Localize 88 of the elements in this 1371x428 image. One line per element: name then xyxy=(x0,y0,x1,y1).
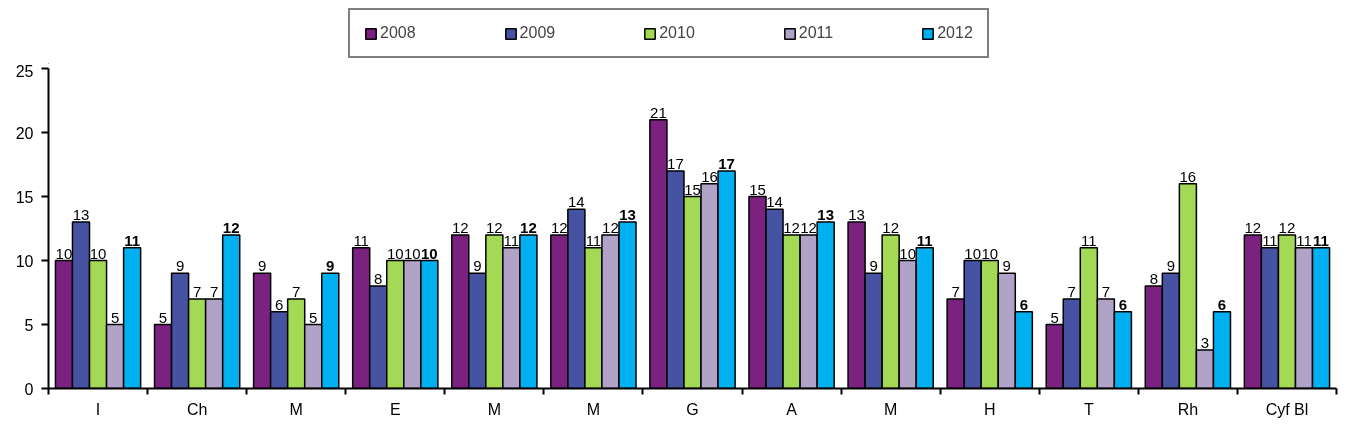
x-tick-label: M xyxy=(487,400,502,418)
data-label: 7 xyxy=(192,282,202,300)
data-label: 9 xyxy=(869,257,878,275)
data-label: 7 xyxy=(1101,282,1111,300)
data-label: 9 xyxy=(473,257,482,275)
data-label: 16 xyxy=(701,167,718,185)
data-label: 12 xyxy=(222,218,240,236)
data-label: 9 xyxy=(326,257,335,275)
y-tick-label: 0 xyxy=(24,380,34,398)
x-tick-label: Rh xyxy=(1177,400,1199,418)
data-label: 12 xyxy=(783,218,800,236)
x-tick-label: M xyxy=(883,400,898,418)
data-label: 11 xyxy=(503,231,520,249)
data-label: 3 xyxy=(1200,334,1210,352)
x-tick-label: I xyxy=(95,400,101,418)
data-label: 11 xyxy=(353,231,369,249)
legend-label: 2009 xyxy=(519,24,556,42)
data-label: 15 xyxy=(749,180,766,198)
y-tick-label: 15 xyxy=(15,188,34,206)
data-label: 11 xyxy=(1081,231,1097,249)
data-label: 10 xyxy=(899,244,917,262)
data-label: 6 xyxy=(1118,295,1128,313)
data-label: 5 xyxy=(110,308,120,326)
x-tick-label: T xyxy=(1083,400,1094,418)
data-label: 11 xyxy=(124,231,141,249)
data-label: 9 xyxy=(1166,257,1176,275)
data-label: 6 xyxy=(1019,295,1028,313)
data-label: 13 xyxy=(72,206,90,224)
data-label: 5 xyxy=(309,308,318,326)
data-label: 11 xyxy=(1296,231,1312,249)
x-tick-label: G xyxy=(686,400,699,418)
data-label: 16 xyxy=(1179,167,1197,185)
data-label: 7 xyxy=(1067,282,1076,300)
data-label: 14 xyxy=(568,193,585,211)
data-label: 10 xyxy=(403,244,421,262)
legend-label: 2008 xyxy=(380,24,416,42)
legend-label: 2011 xyxy=(798,24,834,42)
data-label: 17 xyxy=(718,154,735,172)
data-label: 13 xyxy=(848,206,865,224)
y-tick-label: 25 xyxy=(15,62,34,80)
y-tick-label: 20 xyxy=(15,124,34,142)
legend-label: 2010 xyxy=(659,24,695,42)
data-label: 10 xyxy=(981,244,999,262)
data-label: 10 xyxy=(964,244,982,262)
x-tick-label: H xyxy=(983,400,996,418)
data-label: 6 xyxy=(1217,295,1227,313)
data-label: 7 xyxy=(951,282,960,300)
data-label: 21 xyxy=(650,103,667,121)
data-label: 12 xyxy=(1278,218,1296,236)
data-label: 12 xyxy=(486,218,503,236)
x-tick-label: M xyxy=(289,400,303,418)
data-label: 10 xyxy=(55,244,73,262)
data-label: 9 xyxy=(1002,257,1011,275)
data-label: 9 xyxy=(175,257,185,275)
x-tick-label: E xyxy=(389,400,401,418)
data-label: 10 xyxy=(386,244,404,262)
data-label: 7 xyxy=(292,282,301,300)
x-tick-label: M xyxy=(586,400,601,418)
data-label: 12 xyxy=(520,218,537,236)
y-tick-label: 5 xyxy=(24,316,34,334)
data-label: 11 xyxy=(585,231,602,249)
data-label: 11 xyxy=(916,231,933,249)
x-tick-label: Cyf Bl xyxy=(1265,400,1309,418)
data-label: 12 xyxy=(551,218,568,236)
data-label: 8 xyxy=(374,270,383,288)
data-label: 10 xyxy=(421,244,438,262)
data-label: 7 xyxy=(209,282,219,300)
data-label: 12 xyxy=(800,218,817,236)
data-label: 12 xyxy=(1244,218,1262,236)
x-tick-label: A xyxy=(786,400,798,418)
data-label: 9 xyxy=(257,257,267,275)
data-label: 11 xyxy=(1313,231,1329,249)
legend-label: 2012 xyxy=(937,24,973,42)
data-label: 6 xyxy=(274,295,284,313)
data-label: 12 xyxy=(882,218,899,236)
data-label: 12 xyxy=(451,218,469,236)
data-label: 10 xyxy=(89,244,107,262)
x-tick-label: Ch xyxy=(186,400,208,418)
y-tick-label: 10 xyxy=(15,252,34,270)
data-label: 8 xyxy=(1149,270,1158,288)
data-label: 11 xyxy=(1262,231,1278,249)
data-label: 14 xyxy=(766,193,783,211)
data-label: 5 xyxy=(1050,308,1059,326)
data-label: 17 xyxy=(667,154,684,172)
data-label: 13 xyxy=(817,206,834,224)
data-label: 5 xyxy=(158,308,168,326)
data-label: 12 xyxy=(602,218,619,236)
data-label: 13 xyxy=(619,206,636,224)
